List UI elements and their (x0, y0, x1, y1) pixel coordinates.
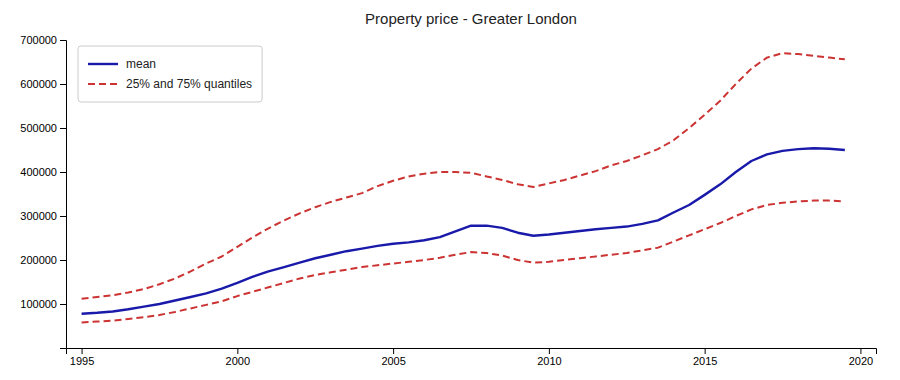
tick-label: 400000 (20, 166, 57, 178)
tick: 2020 (849, 348, 873, 367)
tick-label: 500000 (20, 122, 57, 134)
tick-mark (705, 348, 706, 354)
tick-mark (60, 172, 66, 173)
legend-swatch (88, 83, 118, 85)
legend-box (78, 46, 262, 102)
tick: 2015 (693, 348, 717, 367)
tick: 2005 (381, 348, 405, 367)
tick-label: 600000 (20, 78, 57, 90)
tick-mark (60, 216, 66, 217)
chart: Property price - Greater London 1995 2000 2… (0, 0, 900, 380)
tick-mark (60, 260, 66, 261)
tick: 500000 (20, 122, 66, 134)
legend: mean 25% and 75% quantiles (78, 46, 262, 102)
title: Property price - Greater London (365, 10, 577, 27)
axis-line (60, 41, 67, 349)
tick-label: 2010 (537, 355, 561, 367)
x-axis: 1995 2000 2005 2010 2015 2020 (67, 348, 877, 367)
legend-swatch (88, 63, 118, 65)
tick-mark (549, 348, 550, 354)
tick: 700000 (20, 34, 66, 46)
axis-line (67, 349, 877, 355)
tick: 2000 (226, 348, 250, 367)
tick-label: 2020 (849, 355, 873, 367)
tick-mark (60, 40, 66, 41)
tick-mark (60, 128, 66, 129)
tick-label: 2005 (381, 355, 405, 367)
tick-label: 2000 (226, 355, 250, 367)
tick-mark (60, 304, 66, 305)
tick-label: 200000 (20, 254, 57, 266)
tick-label: 100000 (20, 298, 57, 310)
tick-label: 700000 (20, 34, 57, 46)
legend-label: 25% and 75% quantiles (126, 77, 252, 91)
tick-label: 1995 (70, 355, 94, 367)
tick-label: 300000 (20, 210, 57, 222)
tick: 200000 (20, 254, 66, 266)
series-line (82, 148, 845, 313)
tick-mark (60, 84, 66, 85)
tick: 300000 (20, 210, 66, 222)
legend-label: mean (126, 57, 156, 71)
tick: 1995 (70, 348, 94, 367)
series-line (82, 201, 845, 323)
tick-mark (82, 348, 83, 354)
tick: 2010 (537, 348, 561, 367)
tick-mark (393, 348, 394, 354)
tick-mark (237, 348, 238, 354)
tick: 100000 (20, 298, 66, 310)
tick: 600000 (20, 78, 66, 90)
y-axis: 100000 200000 300000 400000 500000 600000 7000… (20, 34, 66, 348)
tick-label: 2015 (693, 355, 717, 367)
tick: 400000 (20, 166, 66, 178)
tick-mark (860, 348, 861, 354)
